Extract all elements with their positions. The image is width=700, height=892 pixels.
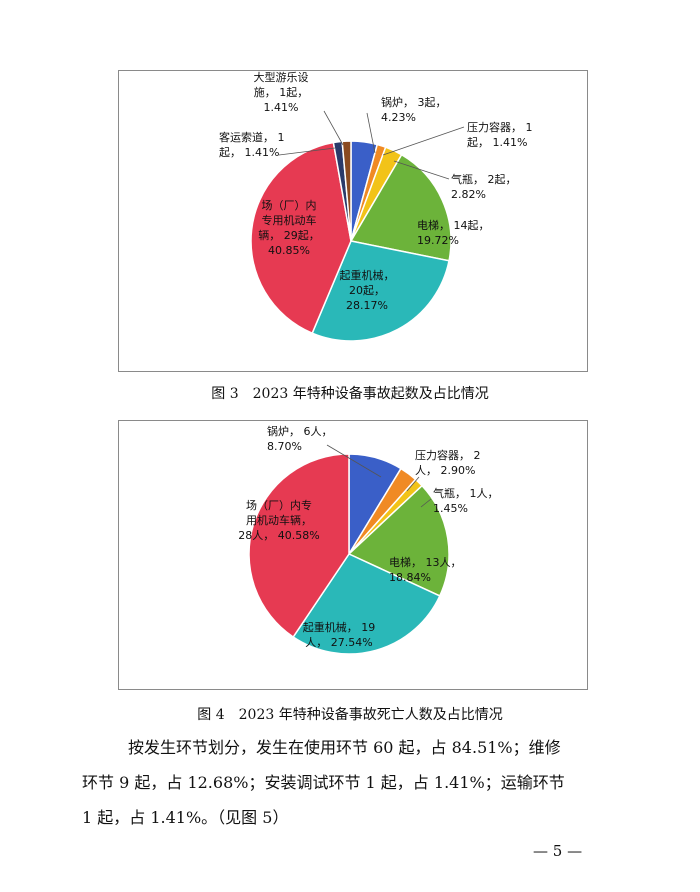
pie-slice-4	[347, 484, 450, 597]
pie-slice-5	[292, 553, 441, 655]
figure-4-caption: 图 4 2023 年特种设备事故死亡人数及占比情况	[197, 707, 503, 723]
pie-slices	[250, 140, 452, 342]
leader-line-2	[382, 126, 465, 156]
pie-slice-6	[248, 453, 350, 639]
data-label-5: 起重机械， 20起， 28.17%	[340, 268, 395, 312]
body-line-1: 按发生环节划分，发生在使用环节 60 起，占 84.51%；维修	[128, 738, 561, 757]
pie-chart-accidents: 锅炉， 3起， 4.23% 压力容器， 1 起， 1.41% 气瓶， 2起， 2.82% 电…	[219, 70, 533, 342]
data-label-4: 电梯， 13人， 18.84%	[389, 556, 462, 584]
pie-slice-4	[349, 153, 452, 262]
pie-chart-deaths: 锅炉， 6人， 8.70% 压力容器， 2 人， 2.90% 气瓶， 1人， 1.45% 电…	[238, 425, 499, 655]
data-label-3: 气瓶， 2起， 2.82%	[451, 172, 517, 201]
data-label-5: 起重机械， 19 人， 27.54%	[303, 620, 376, 649]
page-number: — 5 —	[533, 842, 583, 860]
data-label-8: 大型游乐设施， 1起， 1.41%	[254, 70, 309, 114]
data-label-1: 锅炉， 6人， 8.70%	[267, 425, 333, 453]
body-paragraph: 按发生环节划分，发生在使用环节 60 起，占 84.51%；维修 环节 9 起，…	[82, 730, 588, 835]
leader-line-2	[406, 476, 420, 492]
figure-3-frame: 锅炉， 3起， 4.23% 压力容器， 1 起， 1.41% 气瓶， 2起， 2.82% 电…	[118, 70, 588, 372]
leader-line-1	[366, 112, 376, 154]
data-label-3: 气瓶， 1人， 1.45%	[433, 486, 499, 515]
figure-4-frame: 锅炉， 6人， 8.70% 压力容器， 2 人， 2.90% 气瓶， 1人， 1.45% 电…	[118, 420, 588, 690]
data-label-2: 压力容器， 1 起， 1.41%	[467, 120, 533, 149]
body-line-2: 环节 9 起，占 12.68%；安装调试环节 1 起，占 1.41%；运输环节	[82, 773, 565, 792]
leader-line-3	[420, 498, 432, 508]
leader-line-1	[326, 444, 382, 478]
figure-3-caption: 图 3 2023 年特种设备事故起数及占比情况	[211, 386, 489, 402]
pie-slice-8	[341, 140, 352, 242]
pie-slice-6	[250, 141, 352, 335]
pie-slice-5	[311, 240, 450, 342]
data-label-6: 场（厂）内专用机动车辆， 29起， 40.85%	[258, 198, 320, 257]
data-label-2: 压力容器， 2 人， 2.90%	[415, 448, 481, 477]
data-label-7: 客运索道， 1 起， 1.41%	[219, 130, 285, 159]
leader-line-8	[323, 110, 344, 146]
data-label-6: 场（厂）内专用机动车辆， 28人， 40.58%	[238, 498, 319, 542]
leader-line-7	[278, 147, 336, 156]
leader-line-3	[393, 160, 450, 180]
pie-slices	[248, 453, 450, 655]
data-label-1: 锅炉， 3起， 4.23%	[381, 96, 447, 124]
body-line-3: 1 起，占 1.41%。（见图 5）	[82, 808, 289, 827]
data-label-4: 电梯， 14起， 19.72%	[417, 219, 490, 247]
